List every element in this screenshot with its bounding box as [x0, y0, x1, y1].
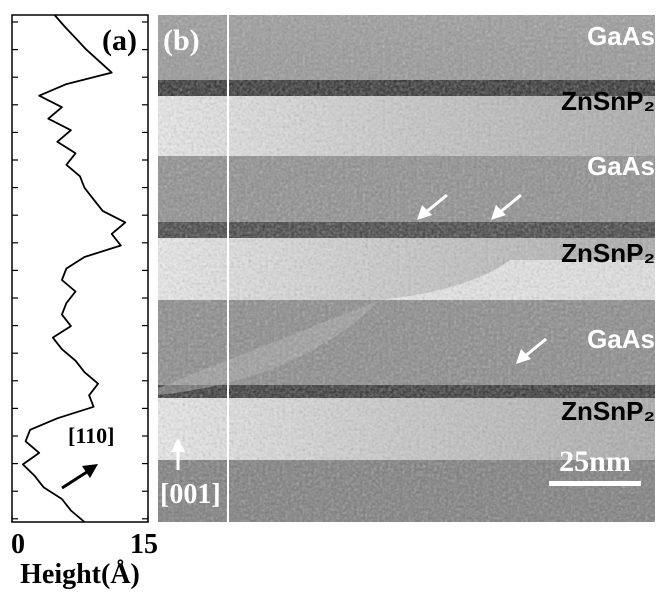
x-tick-label: 0 — [11, 529, 25, 560]
scale-bar — [549, 481, 641, 486]
layer-label: GaAs — [587, 151, 655, 181]
arrow — [62, 464, 98, 488]
x-tick-label: 15 — [130, 529, 158, 560]
layer-label: GaAs — [587, 21, 655, 51]
direction-label: [001] — [160, 479, 221, 510]
panel-label: (b) — [163, 24, 200, 57]
layer-label: GaAs — [587, 324, 655, 354]
x-axis-label: Height(Å) — [20, 559, 140, 590]
annotation: [110] — [68, 423, 114, 448]
layer-label: ZnSnP₂ — [561, 396, 655, 426]
figure: (a) [110] Height(Å) (b) GaAs ZnSnP₂ GaAs ZnS… — [0, 0, 659, 595]
layer-label: ZnSnP₂ — [561, 86, 655, 116]
panel-label: (a) — [102, 24, 137, 57]
scale-bar-label: 25nm — [559, 445, 631, 478]
layer-label: ZnSnP₂ — [561, 238, 655, 268]
